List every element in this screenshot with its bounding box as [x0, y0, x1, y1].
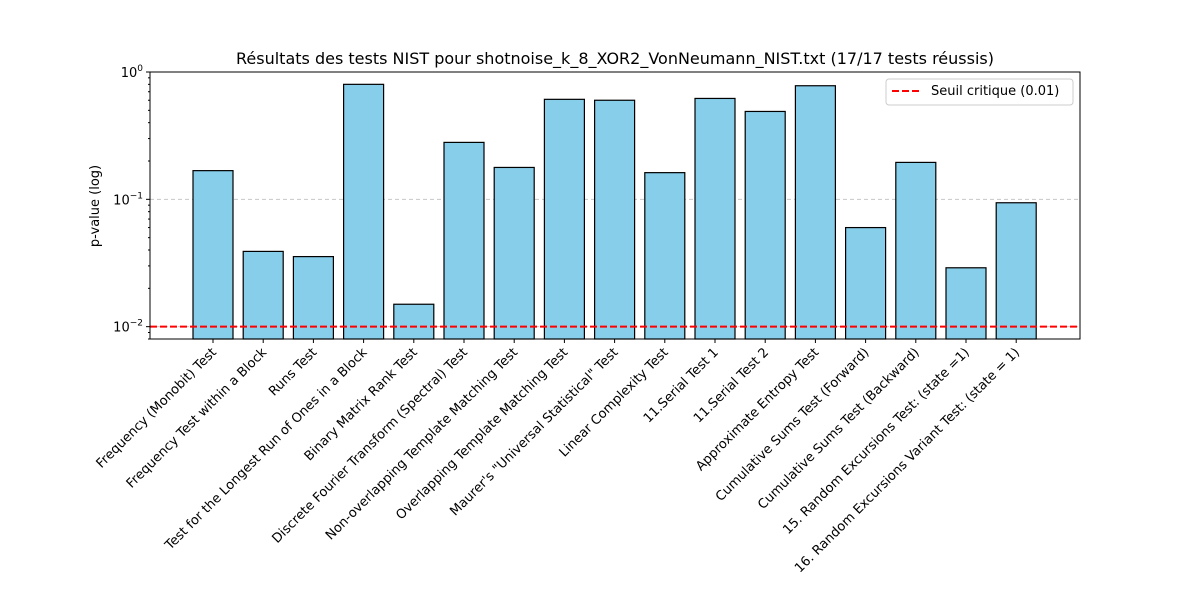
y-tick-label: 10−2 — [113, 319, 143, 336]
chart-title: Résultats des tests NIST pour shotnoise_… — [236, 49, 994, 69]
bar — [292, 255, 334, 340]
y-tick-label: 100 — [121, 64, 144, 81]
bars — [192, 83, 1037, 340]
bar — [694, 97, 736, 340]
legend-box — [885, 78, 1074, 106]
x-tick-label: 15. Random Excursions Test: (state =1) — [780, 345, 972, 537]
bar — [895, 161, 937, 340]
bar — [242, 250, 284, 340]
bar — [995, 202, 1037, 340]
bar — [543, 98, 586, 340]
y-axis-ticks: 10−2 10−1 100 — [113, 64, 150, 340]
bar — [493, 166, 535, 340]
bar — [844, 226, 887, 340]
x-tick-label: Overlapping Template Matching Test — [393, 345, 571, 523]
y-tick-label: 10−1 — [113, 191, 143, 208]
bar — [192, 170, 234, 340]
bar — [644, 172, 686, 340]
bar — [393, 303, 435, 340]
bar — [343, 83, 385, 340]
legend-threshold-label: Seuil critique (0.01) — [931, 84, 1059, 99]
bar — [744, 110, 786, 340]
y-axis-label: p-value (log) — [88, 165, 103, 247]
bar — [794, 85, 837, 340]
x-tick-label: Runs Test — [266, 345, 320, 399]
bar — [593, 99, 636, 340]
bar — [945, 267, 987, 340]
bar — [443, 141, 485, 340]
x-tick-label: Non-overlapping Template Matching Test — [323, 345, 521, 543]
legend: Seuil critique (0.01) — [885, 78, 1074, 106]
